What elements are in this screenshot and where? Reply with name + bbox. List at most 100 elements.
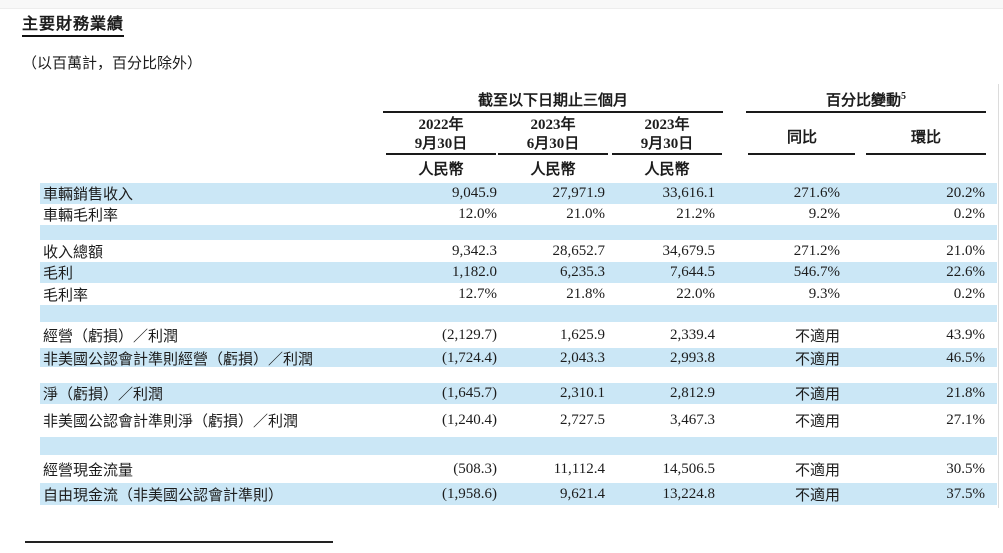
row-label: 自由現金流（非美國公認會計準則） [43,487,284,504]
cell-value: 1,625.9 [560,326,605,343]
currency-label-2: 人民幣 [530,162,576,178]
cell-value: 2,339.4 [670,326,715,343]
period-date: 9月30日 [414,136,468,152]
cell-value: 不適用 [794,414,840,430]
table-row: 經營（虧損）／利潤 (2,129.7) 1,625.9 2,339.4 不適用 43.9% [40,322,997,348]
cell-value: 271.2% [793,242,840,259]
units-note: （以百萬計，百分比除外） [22,56,203,72]
period-date: 6月30日 [526,136,580,152]
period-year: 2022年 [418,117,464,133]
currency-label-3: 人民幣 [644,162,690,178]
col-rule-4 [748,153,855,155]
cell-value: 不適用 [794,352,840,368]
table-spacer-row [40,305,997,322]
currency-label-1: 人民幣 [418,162,464,178]
cell-value: 13,224.8 [662,485,716,502]
col-group-percent-change: 百分比變動5 [746,89,986,110]
table-rows: 車輛銷售收入 9,045.9 27,971.9 33,616.1 271.6% 20.2%… [40,183,997,505]
table-spacer-row [40,367,997,383]
table-spacer-row [40,437,997,455]
cell-value: 20.2% [946,185,985,201]
col-rule-1 [386,153,496,155]
cell-value: 30.5% [946,460,985,477]
period-col-2022-09-30: 2022年 9月30日 [386,116,496,154]
col-header-yoy: 同比 [786,130,817,146]
cell-value: 21.8% [946,385,985,401]
footnote-marker: 5 [901,91,906,102]
period-col-2023-09-30: 2023年 9月30日 [612,116,722,154]
cell-value: (1,724.4) [442,350,497,366]
cell-value: 0.2% [953,206,985,222]
page-top-edge [0,0,1003,9]
period-date: 9月30日 [640,136,694,152]
cell-value: 21.0% [946,242,985,259]
table-row: 自由現金流（非美國公認會計準則） (1,958.6) 9,621.4 13,224.8… [40,483,997,505]
cell-value: 12.0% [458,206,497,222]
cell-value: 27,971.9 [552,185,606,201]
cell-value: 9.2% [808,206,840,222]
table-row: 毛利 1,182.0 6,235.3 7,644.5 546.7% 22.6% [40,262,997,283]
page-title: 主要財務業績 [22,10,125,37]
percent-change-label: 百分比變動 [825,93,901,109]
col-group-three-months: 截至以下日期止三個月 [477,93,628,109]
cell-value: 33,616.1 [662,185,716,201]
cell-value: 43.9% [946,326,985,343]
table-row: 毛利率 12.7% 21.8% 22.0% 9.3% 0.2% [40,283,997,305]
cell-value: (2,129.7) [442,326,497,343]
row-label: 非美國公認會計準則淨（虧損）／利潤 [43,414,299,430]
table-spacer-row [40,225,997,240]
cell-value: 9,342.3 [452,242,497,259]
cell-value: 22.6% [946,264,985,280]
table-row: 收入總額 9,342.3 28,652.7 34,679.5 271.2% 21.0% [40,240,997,262]
cell-value: 0.2% [953,285,985,302]
period-year: 2023年 [644,117,690,133]
row-label: 收入總額 [43,244,104,261]
col-rule-5 [866,153,986,155]
row-label: 車輛銷售收入 [43,187,134,203]
cell-value: 21.2% [676,206,715,222]
table-row: 淨（虧損）／利潤 (1,645.7) 2,310.1 2,812.9 不適用 21.8% [40,383,997,404]
col-rule-3 [612,153,722,155]
cell-value: 2,727.5 [560,412,605,428]
cell-value: 1,182.0 [452,264,497,280]
cell-value: 7,644.5 [670,264,715,280]
cell-value: 22.0% [676,285,715,302]
cell-value: (1,645.7) [442,385,497,401]
header-rule-left [383,111,723,113]
table-row: 車輛毛利率 12.0% 21.0% 21.2% 9.2% 0.2% [40,204,997,225]
cell-value: 2,043.3 [560,350,605,366]
cell-value: 2,993.8 [670,350,715,366]
row-label: 毛利率 [43,287,89,304]
row-label: 經營（虧損）／利潤 [43,328,179,345]
table-row: 經營現金流量 (508.3) 11,112.4 14,506.5 不適用 30.5% [40,455,997,483]
cell-value: 12.7% [458,285,497,302]
cell-value: 271.6% [793,185,840,201]
row-label: 非美國公認會計準則經營（虧損）／利潤 [43,352,314,368]
cell-value: 546.7% [793,264,840,280]
table-row: 非美國公認會計準則經營（虧損）／利潤 (1,724.4) 2,043.3 2,993.… [40,348,997,368]
cell-value: 9,621.4 [560,485,605,502]
cell-value: 3,467.3 [670,412,715,428]
table-row: 非美國公認會計準則淨（虧損）／利潤 (1,240.4) 2,727.5 3,467.3… [40,404,997,437]
cell-value: (1,958.6) [442,485,497,502]
period-year: 2023年 [530,117,576,133]
cell-value: 14,506.5 [662,460,716,477]
cell-value: 21.8% [566,285,605,302]
row-label: 淨（虧損）／利潤 [43,387,164,403]
cell-value: 21.0% [566,206,605,222]
page-right-edge [998,84,999,508]
row-label: 車輛毛利率 [43,208,119,224]
cell-value: 不適用 [794,328,840,345]
cell-value: (508.3) [453,460,497,477]
footnote-separator-rule [25,541,333,543]
cell-value: 27.1% [946,412,985,428]
cell-value: 9.3% [808,285,840,302]
cell-value: 不適用 [794,387,840,403]
cell-value: 37.5% [946,485,985,502]
cell-value: 9,045.9 [452,185,497,201]
cell-value: 34,679.5 [662,242,716,259]
period-col-2023-06-30: 2023年 6月30日 [498,116,608,154]
row-label: 毛利 [43,266,74,282]
cell-value: 不適用 [794,462,840,479]
